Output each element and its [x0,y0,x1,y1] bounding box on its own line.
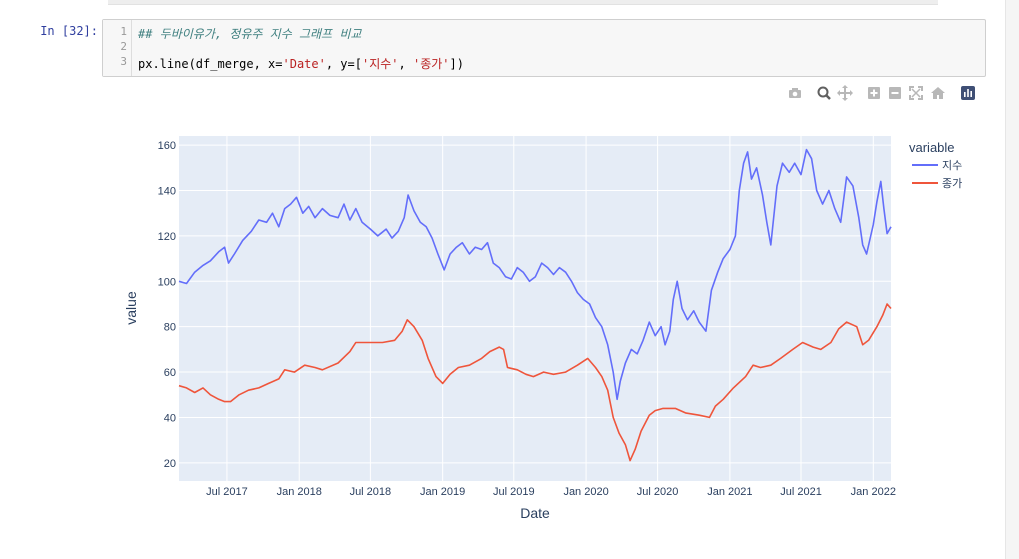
code-line-3[interactable]: px.line(df_merge, x='Date', y=['지수', '종가… [138,55,464,72]
page-scrollbar[interactable] [1005,0,1019,559]
y-tick-label: 100 [158,276,176,288]
x-axis-title: Date [520,505,550,521]
x-tick-label: Jan 2018 [277,486,322,498]
y-tick-label: 80 [164,322,176,334]
x-tick-label: Jul 2019 [493,486,535,498]
x-tick-label: Jan 2019 [420,486,465,498]
y-axis-ticks: 20 40 60 80 100 120 140 160 [158,140,176,470]
legend-item-index[interactable]: 지수 [912,159,962,172]
code-text: px.line(df_merge, x= [138,57,283,71]
y-tick-label: 20 [164,458,176,470]
zoom-icon[interactable] [816,85,832,101]
plot-area[interactable] [179,136,891,481]
code-string: '종가' [412,57,450,71]
legend-label-index: 지수 [942,159,962,172]
gridlines [179,136,891,481]
code-text: ]) [449,57,464,71]
legend-item-close[interactable]: 종가 [912,177,962,190]
camera-icon[interactable] [787,85,803,101]
series-line-index[interactable] [178,148,892,401]
code-cell[interactable]: 1 2 3 ## 두바이유가, 정유주 지수 그래프 비교 px.line(df… [102,19,986,77]
pan-icon[interactable] [837,85,853,101]
x-axis-ticks: Jul 2017 Jan 2018 Jul 2018 Jan 2019 Jul 2019… [206,486,896,498]
code-comment: ## 두바이유가, 정유주 지수 그래프 비교 [138,27,362,41]
x-tick-label: Jul 2017 [206,486,248,498]
y-tick-label: 120 [158,231,176,243]
y-tick-label: 140 [158,185,176,197]
y-tick-label: 160 [158,140,176,152]
plotly-logo-icon[interactable] [960,85,976,101]
autoscale-icon[interactable] [908,85,924,101]
code-string: '지수' [361,57,399,71]
y-tick-label: 60 [164,367,176,379]
code-text: , y=[ [325,57,362,71]
legend-title: variable [909,140,955,155]
x-tick-label: Jul 2021 [780,486,822,498]
x-tick-label: Jan 2022 [851,486,896,498]
code-text: , [398,57,413,71]
y-tick-label: 40 [164,412,176,424]
legend-label-close: 종가 [942,177,962,190]
previous-output-edge [108,0,938,5]
x-tick-label: Jan 2020 [563,486,608,498]
x-tick-label: Jul 2020 [637,486,679,498]
line-number: 2 [120,40,127,53]
code-line-1[interactable]: ## 두바이유가, 정유주 지수 그래프 비교 [138,25,361,42]
series-line-close[interactable] [178,303,892,462]
y-axis-title: value [123,291,139,325]
code-string: 'Date' [282,57,326,71]
home-icon[interactable] [930,85,946,101]
cell-prompt: In [32]: [40,24,98,38]
zoom-in-icon[interactable] [866,85,882,101]
x-tick-label: Jan 2021 [707,486,752,498]
x-tick-label: Jul 2018 [350,486,392,498]
line-number: 3 [120,55,127,68]
line-number: 1 [120,25,127,38]
zoom-out-icon[interactable] [887,85,903,101]
legend[interactable]: variable 지수 종가 [909,140,962,190]
line-number-gutter: 1 2 3 [103,20,132,76]
traces [178,148,892,462]
